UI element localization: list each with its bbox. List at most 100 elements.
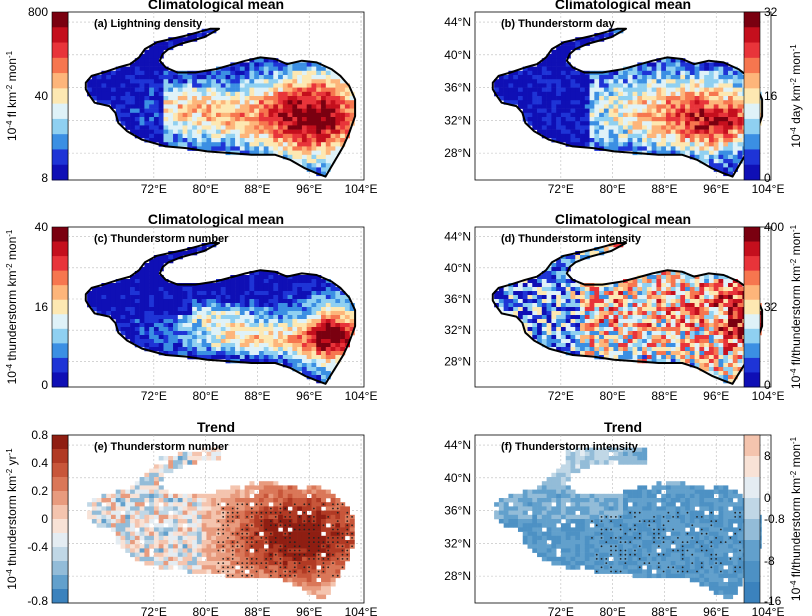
raster-cell	[278, 279, 284, 284]
raster-cell	[292, 331, 298, 336]
raster-cell	[173, 327, 179, 332]
raster-cell	[316, 319, 322, 324]
raster-cell	[623, 112, 629, 118]
raster-cell	[670, 108, 676, 114]
raster-cell	[287, 295, 293, 300]
raster-cell	[708, 303, 715, 308]
raster-cell	[708, 307, 715, 312]
raster-cell	[737, 299, 743, 304]
colorbar-label-exponent: -2	[5, 84, 14, 92]
raster-cell	[603, 125, 609, 130]
raster-cell	[584, 339, 590, 344]
raster-cell	[163, 327, 169, 332]
raster-cell	[685, 91, 691, 97]
raster-cell	[139, 485, 145, 490]
raster-cell	[163, 552, 169, 558]
raster-cell	[144, 335, 150, 340]
raster-cell	[708, 343, 715, 348]
raster-cell	[235, 315, 241, 320]
raster-cell	[287, 319, 293, 324]
raster-cell	[349, 108, 355, 114]
raster-cell	[206, 28, 212, 34]
raster-cell	[244, 133, 250, 139]
raster-cell	[139, 510, 145, 516]
raster-cell	[541, 323, 547, 328]
raster-cell	[623, 311, 629, 316]
raster-cell	[244, 83, 250, 88]
raster-cell	[211, 117, 217, 122]
raster-cell	[139, 112, 145, 118]
raster-cell	[556, 104, 562, 109]
raster-cell	[244, 351, 250, 356]
raster-cell	[737, 287, 743, 292]
raster-cell	[321, 146, 327, 151]
raster-cell	[694, 104, 700, 109]
raster-cell	[239, 339, 245, 344]
raster-cell	[239, 283, 245, 288]
raster-cell	[216, 138, 222, 143]
raster-cell	[732, 363, 738, 368]
raster-cell	[537, 100, 543, 105]
raster-cell	[168, 548, 174, 553]
raster-cell	[661, 311, 667, 316]
raster-cell	[196, 531, 202, 537]
raster-cell	[599, 339, 605, 344]
raster-cell	[656, 271, 662, 276]
raster-cell	[177, 307, 183, 312]
raster-cell	[737, 331, 743, 336]
raster-cell	[278, 331, 284, 336]
raster-cell	[580, 295, 586, 300]
raster-cell	[704, 79, 710, 84]
raster-cell	[120, 299, 126, 304]
raster-cell	[168, 303, 174, 308]
raster-cell	[513, 291, 519, 296]
raster-cell	[594, 351, 600, 356]
raster-cell	[623, 327, 629, 332]
raster-cell	[87, 502, 93, 507]
raster-cell	[556, 343, 562, 348]
raster-cell	[537, 283, 543, 288]
raster-cell	[206, 243, 212, 248]
raster-cell	[149, 267, 155, 272]
raster-cell	[216, 133, 222, 139]
raster-cell	[646, 96, 652, 101]
raster-cell	[120, 331, 126, 336]
raster-cell	[565, 100, 571, 105]
raster-cell	[527, 331, 533, 336]
raster-cell	[249, 323, 255, 328]
raster-cell	[306, 104, 312, 109]
raster-cell	[244, 311, 250, 316]
raster-cell	[244, 303, 250, 308]
raster-cell	[718, 70, 724, 76]
raster-cell	[618, 125, 624, 130]
raster-cell	[537, 331, 543, 336]
raster-cell	[278, 335, 284, 340]
raster-cell	[244, 291, 250, 296]
colorbar-segment	[52, 42, 68, 59]
raster-cell	[613, 142, 619, 147]
raster-cell	[661, 117, 667, 122]
raster-cell	[230, 91, 236, 97]
raster-cell	[670, 129, 676, 135]
raster-cell	[110, 104, 117, 109]
raster-cell	[335, 299, 341, 304]
raster-cell	[728, 299, 734, 304]
raster-cell	[297, 104, 303, 109]
raster-cell	[661, 121, 667, 126]
raster-cell	[249, 343, 255, 348]
raster-cell	[130, 112, 136, 118]
raster-cell	[603, 83, 609, 88]
raster-cell	[570, 319, 576, 324]
raster-cell	[575, 117, 581, 122]
raster-cell	[651, 138, 657, 143]
raster-cell	[694, 154, 700, 160]
raster-cell	[642, 104, 648, 109]
raster-cell	[532, 327, 538, 332]
raster-cell	[613, 91, 619, 97]
raster-cell	[503, 295, 509, 300]
raster-cell	[646, 283, 652, 288]
raster-cell	[613, 112, 619, 118]
raster-cell	[201, 335, 207, 340]
raster-cell	[239, 133, 245, 139]
raster-cell	[551, 66, 557, 72]
